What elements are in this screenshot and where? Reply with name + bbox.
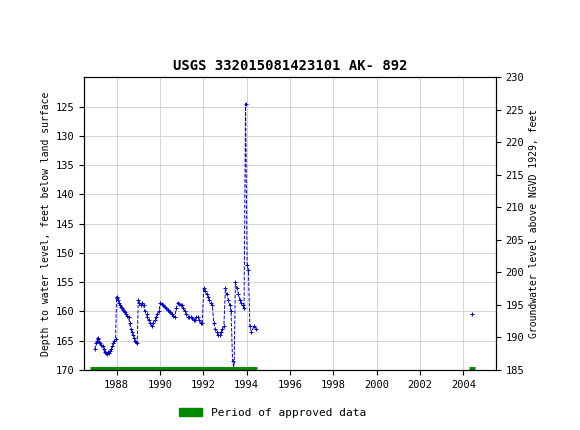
Title: USGS 332015081423101 AK- 892: USGS 332015081423101 AK- 892: [173, 59, 407, 74]
Y-axis label: Depth to water level, feet below land surface: Depth to water level, feet below land su…: [41, 92, 52, 356]
Legend: Period of approved data: Period of approved data: [175, 403, 370, 422]
Y-axis label: Groundwater level above NGVD 1929, feet: Groundwater level above NGVD 1929, feet: [528, 109, 539, 338]
Text: ≡USGS: ≡USGS: [14, 9, 74, 24]
